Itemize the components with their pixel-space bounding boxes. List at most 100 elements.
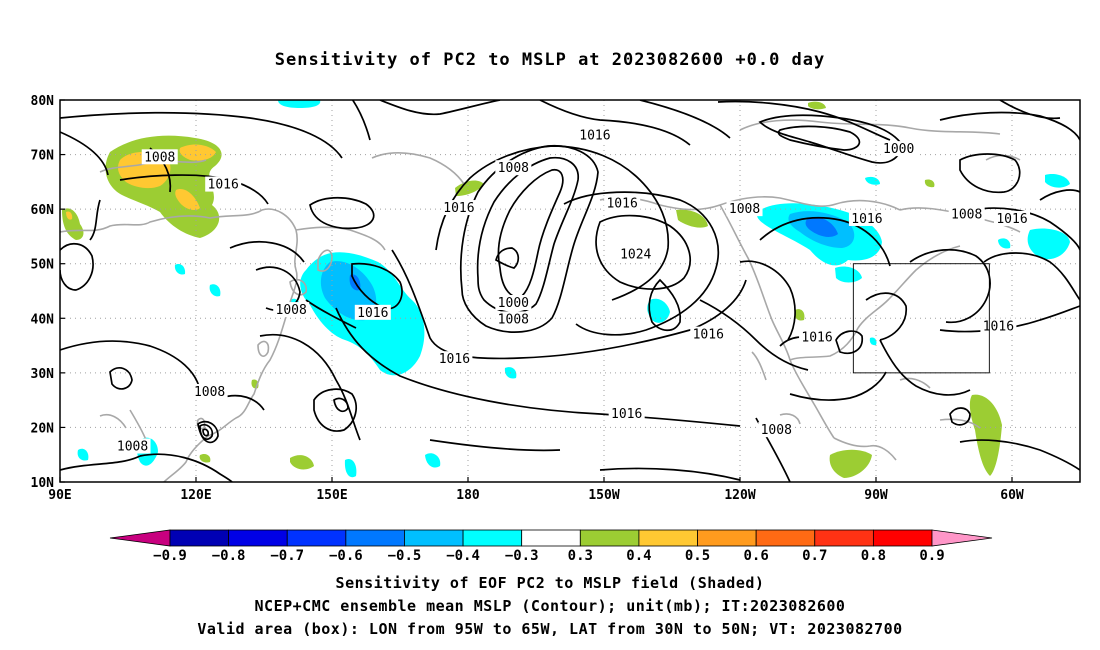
colorbar-tip-low (109, 529, 171, 547)
colorbar-label: 0.9 (919, 548, 944, 564)
colorbar-label: 0.6 (744, 548, 769, 564)
contour-label-bg (191, 383, 228, 399)
contour-label-bg (273, 302, 310, 318)
contour-label-bg (495, 160, 532, 176)
contour-label-bg (690, 326, 727, 342)
contour-label: 1008 (276, 303, 307, 318)
latitude-labels: 80N 70N 60N 50N 40N 30N 20N 10N (31, 94, 65, 491)
colorbar-box (697, 529, 757, 547)
lon-label: 90W (864, 488, 888, 503)
colorbar-label: −0.7 (270, 548, 304, 564)
contour-label-bg (608, 405, 645, 421)
lat-label: 80N (31, 94, 55, 109)
mslp-contours (60, 100, 1080, 482)
contour-label-bg (848, 210, 885, 226)
contour-label: 1008 (144, 150, 175, 165)
caption-line-2: NCEP+CMC ensemble mean MSLP (Contour); u… (254, 597, 846, 615)
map-title: Sensitivity of PC2 to MSLP at 2023082600… (274, 50, 826, 70)
contour-label: 1016 (801, 330, 832, 345)
contour-label: 1016 (443, 201, 474, 216)
contour-label: 1008 (194, 385, 225, 400)
colorbar-label: 0.5 (685, 548, 710, 564)
contour-label-bg (880, 141, 917, 157)
lat-label: 50N (31, 258, 55, 273)
contour-label-bg (114, 438, 151, 454)
sensitivity-shading (62, 100, 1070, 478)
colorbar-label: 0.3 (568, 548, 593, 564)
lon-label: 180 (456, 488, 480, 503)
colorbar-label: 0.7 (802, 548, 827, 564)
contour-label: 1000 (498, 296, 529, 311)
contour-label-bg (758, 422, 795, 438)
contour-label: 1016 (606, 197, 637, 212)
lon-label: 120E (180, 488, 211, 503)
colorbar-box (521, 529, 581, 547)
colorbar-box (404, 529, 464, 547)
colorbar-label: −0.8 (212, 548, 246, 564)
contour-label: 1016 (357, 306, 388, 321)
contour-label: 1016 (611, 407, 642, 422)
contour-label: 1016 (983, 319, 1014, 334)
lon-label: 150W (588, 488, 619, 503)
contour-label-bg (726, 201, 763, 217)
colorbar-tip-high (931, 529, 993, 547)
lat-label: 20N (31, 421, 55, 436)
contour-label: 1016 (996, 212, 1027, 227)
contour-label-bg (948, 206, 985, 222)
longitude-labels: 90E 120E 150E 180 150W 120W 90W 60W (48, 477, 1024, 503)
colorbar-box (638, 529, 698, 547)
colorbar-box (286, 529, 347, 547)
contour-label: 1016 (851, 212, 882, 227)
contour-label-bg (495, 311, 532, 327)
contour-label-bg (576, 127, 613, 143)
lon-label: 120W (724, 488, 755, 503)
contour-label-bg (799, 329, 836, 345)
contour-label-bg (141, 149, 178, 165)
contour-label: 1024 (620, 247, 651, 262)
contour-label: 1008 (761, 423, 792, 438)
valid-area-box (852, 263, 990, 374)
contour-label: 1008 (951, 208, 982, 223)
lat-label: 30N (31, 367, 55, 382)
contour-label: 1008 (729, 202, 760, 217)
contour-label: 1000 (883, 142, 914, 157)
lon-label: 90E (48, 488, 71, 503)
lat-label: 10N (31, 476, 55, 491)
lat-label: 70N (31, 149, 55, 164)
colorbar-box (462, 529, 523, 547)
colorbar-label: −0.5 (388, 548, 422, 564)
plot-frame (59, 99, 1081, 483)
caption-line-3: Valid area (box): LON from 95W to 65W, L… (197, 620, 903, 638)
contour-label-bg (617, 246, 654, 262)
valid-box-rect (852, 263, 990, 374)
colorbar-label: −0.6 (329, 548, 363, 564)
contour-label: 1008 (498, 161, 529, 176)
contour-label-bg (994, 210, 1030, 226)
colorbar-box (169, 529, 230, 547)
contour-label: 1016 (208, 178, 239, 193)
colorbar-box (345, 529, 405, 547)
lon-label: 60W (1000, 488, 1024, 503)
contour-label-bg (495, 295, 532, 311)
contour-label: 1008 (117, 440, 148, 455)
colorbar-box (872, 529, 933, 547)
colorbar-box (755, 529, 816, 547)
colorbar-box (228, 529, 288, 547)
colorbar-box (579, 529, 640, 547)
lat-label: 60N (31, 203, 55, 218)
colorbar (109, 529, 993, 547)
contour-label-bg (205, 176, 242, 192)
contour-label: 1016 (579, 128, 610, 143)
colorbar-label: 0.4 (626, 548, 651, 564)
contour-label: 1016 (439, 352, 470, 367)
colorbar-label: −0.3 (505, 548, 539, 564)
contour-label: 1008 (498, 312, 529, 327)
colorbar-box (814, 529, 874, 547)
lon-label: 150E (316, 488, 347, 503)
colorbar-label: −0.9 (153, 548, 187, 564)
caption-line-1: Sensitivity of EOF PC2 to MSLP field (Sh… (335, 574, 765, 592)
contour-label-bg (354, 304, 391, 320)
colorbar-labels: −0.9 −0.8 −0.7 −0.6 −0.5 −0.4 −0.3 0.3 0.4 0.5 0.6… (153, 548, 945, 564)
